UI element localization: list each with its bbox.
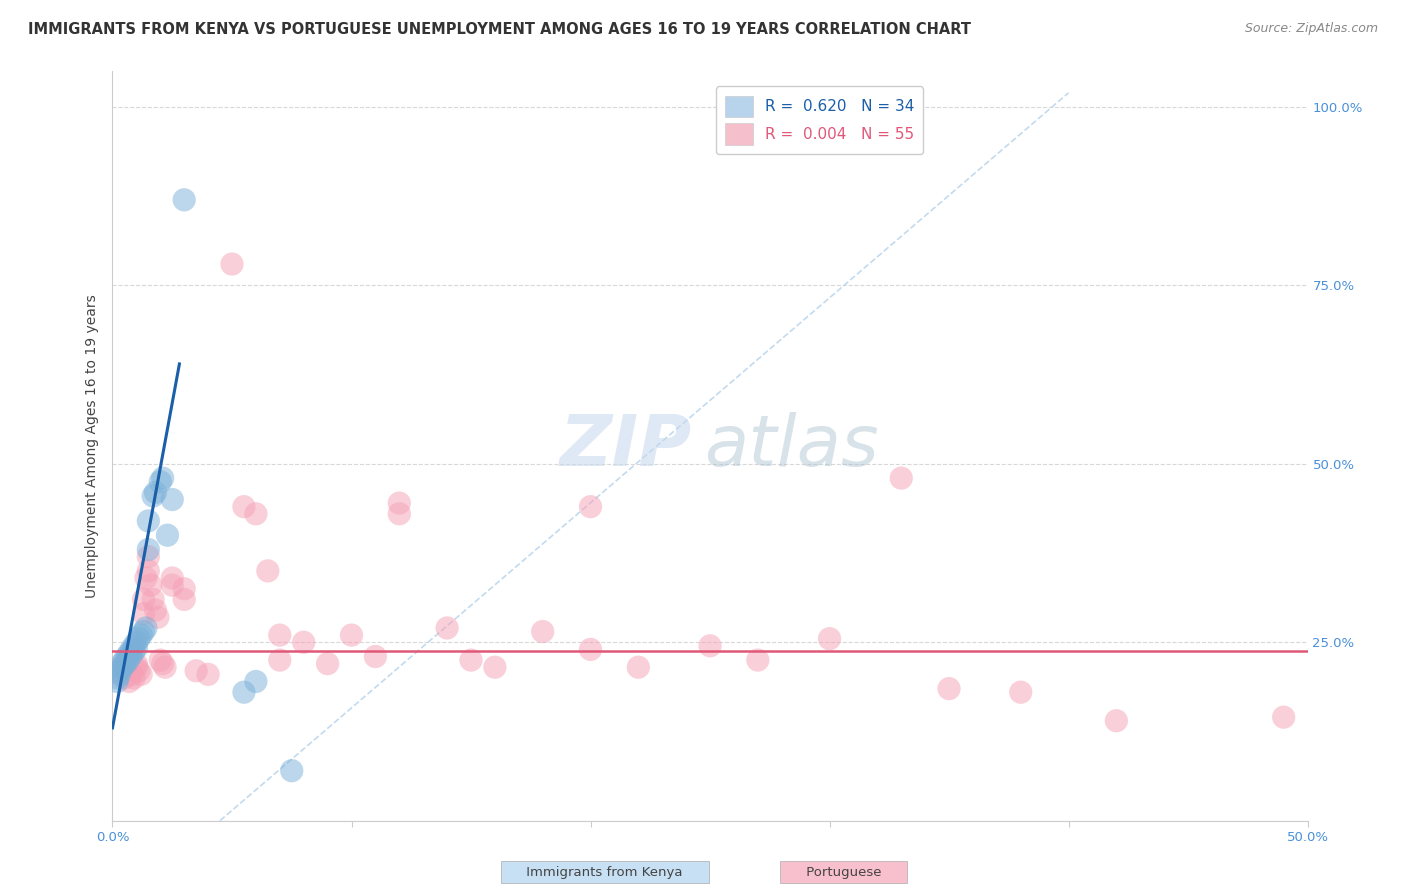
Point <box>233 500 256 514</box>
Point <box>105 671 128 685</box>
Point <box>257 564 280 578</box>
Point <box>108 667 131 681</box>
Point <box>125 635 148 649</box>
Point <box>111 660 134 674</box>
Point <box>153 660 176 674</box>
Point <box>173 592 195 607</box>
Point <box>269 628 291 642</box>
Point <box>747 653 769 667</box>
Point <box>162 571 183 585</box>
Point <box>221 257 243 271</box>
Point <box>114 671 135 685</box>
Point <box>890 471 912 485</box>
Point <box>484 660 506 674</box>
Point <box>138 514 160 528</box>
Point <box>152 471 174 485</box>
Point <box>138 564 160 578</box>
Point <box>146 610 169 624</box>
Point <box>269 653 291 667</box>
Point <box>115 649 138 664</box>
Text: atlas: atlas <box>704 411 879 481</box>
Point <box>138 542 160 557</box>
Point <box>115 664 138 678</box>
Point <box>233 685 256 699</box>
Text: Portuguese: Portuguese <box>785 866 903 879</box>
Point <box>1010 685 1032 699</box>
Point <box>460 653 482 667</box>
Point <box>1105 714 1128 728</box>
Point <box>152 657 174 671</box>
Point <box>128 664 150 678</box>
Point <box>162 578 183 592</box>
Point <box>122 671 145 685</box>
Point <box>118 646 141 660</box>
Point <box>125 640 148 655</box>
Point <box>145 603 167 617</box>
Point <box>111 660 134 674</box>
Point <box>186 664 208 678</box>
Point <box>145 485 167 500</box>
Point <box>579 642 602 657</box>
Text: Source: ZipAtlas.com: Source: ZipAtlas.com <box>1244 22 1378 36</box>
Point <box>135 621 157 635</box>
Point <box>129 628 152 642</box>
Point <box>142 489 165 503</box>
Point <box>173 582 195 596</box>
Point <box>139 578 162 592</box>
Point <box>531 624 554 639</box>
Point <box>111 657 134 671</box>
Point <box>156 528 179 542</box>
Point <box>132 607 155 621</box>
Point <box>121 642 143 657</box>
Point <box>197 667 219 681</box>
Point <box>938 681 960 696</box>
Point <box>142 592 165 607</box>
Point <box>818 632 841 646</box>
Point <box>122 639 145 653</box>
Point <box>281 764 304 778</box>
Point <box>138 549 160 564</box>
Point <box>121 667 143 681</box>
Point <box>579 500 602 514</box>
Text: IMMIGRANTS FROM KENYA VS PORTUGUESE UNEMPLOYMENT AMONG AGES 16 TO 19 YEARS CORRE: IMMIGRANTS FROM KENYA VS PORTUGUESE UNEM… <box>28 22 972 37</box>
Point <box>436 621 458 635</box>
Point <box>118 674 141 689</box>
Point <box>128 632 150 646</box>
Point <box>292 635 315 649</box>
Point <box>118 651 141 665</box>
Point <box>245 674 267 689</box>
Legend: R =  0.620   N = 34, R =  0.004   N = 55: R = 0.620 N = 34, R = 0.004 N = 55 <box>716 87 924 154</box>
Point <box>1272 710 1295 724</box>
Point <box>364 649 387 664</box>
Point <box>149 653 172 667</box>
Text: ZIP: ZIP <box>560 411 692 481</box>
Point <box>388 507 411 521</box>
Point <box>125 657 148 671</box>
Point <box>173 193 195 207</box>
Text: Immigrants from Kenya: Immigrants from Kenya <box>505 866 704 879</box>
Point <box>135 571 157 585</box>
Y-axis label: Unemployment Among Ages 16 to 19 years: Unemployment Among Ages 16 to 19 years <box>86 294 100 598</box>
Point <box>340 628 363 642</box>
Point <box>132 624 155 639</box>
Point <box>114 658 135 673</box>
Point <box>245 507 267 521</box>
Point <box>121 648 143 662</box>
Point <box>699 639 721 653</box>
Point <box>122 644 145 658</box>
Point <box>627 660 650 674</box>
Point <box>108 664 131 678</box>
Point <box>114 653 135 667</box>
Point <box>132 592 155 607</box>
Point <box>388 496 411 510</box>
Point <box>125 660 148 674</box>
Point <box>129 667 152 681</box>
Point <box>149 475 172 489</box>
Point <box>105 674 128 689</box>
Point <box>115 655 138 669</box>
Point <box>316 657 339 671</box>
Point <box>162 492 183 507</box>
